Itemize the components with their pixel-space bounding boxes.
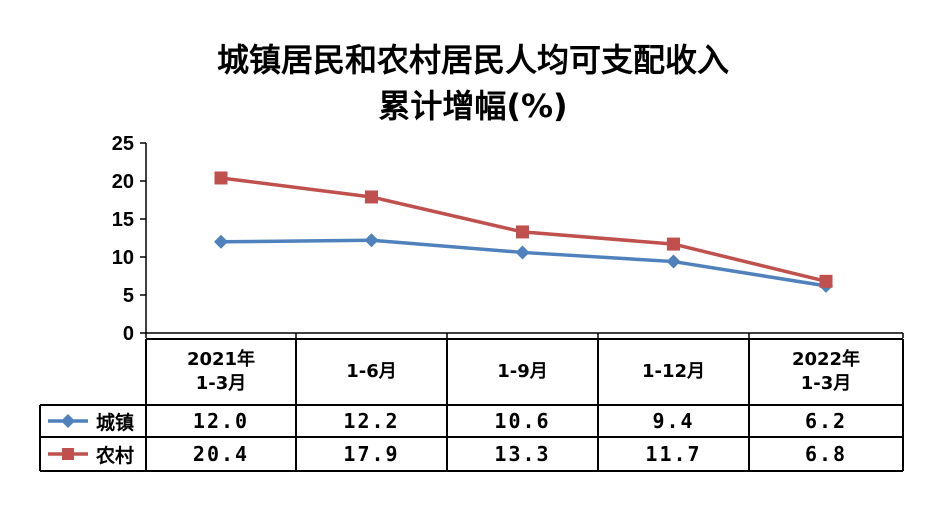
y-tick-label: 20 bbox=[112, 171, 134, 193]
category-label: 2021年 1-3月 bbox=[186, 349, 256, 394]
data-label: 6.8 bbox=[804, 442, 848, 466]
category-label: 1-6月 bbox=[346, 361, 397, 382]
y-tick-label: 0 bbox=[123, 323, 134, 345]
y-tick-label: 15 bbox=[112, 209, 134, 231]
data-point-marker bbox=[214, 234, 228, 249]
data-label: 6.2 bbox=[804, 409, 848, 433]
legend-swatch bbox=[48, 448, 88, 460]
category-label: 1-9月 bbox=[497, 361, 548, 382]
category-label: 2022年 1-3月 bbox=[791, 349, 861, 394]
legend-swatch bbox=[48, 414, 88, 428]
y-tick-label: 10 bbox=[112, 247, 134, 269]
data-point-marker bbox=[667, 237, 680, 251]
y-tick-label: 5 bbox=[123, 285, 134, 307]
data-label: 9.4 bbox=[652, 409, 695, 433]
category-label: 1-12月 bbox=[641, 361, 706, 382]
data-point-marker bbox=[666, 254, 681, 269]
data-label: 12.0 bbox=[192, 409, 250, 433]
data-point-marker bbox=[214, 171, 228, 185]
data-point-marker bbox=[515, 245, 530, 260]
data-label: 20.4 bbox=[192, 442, 250, 466]
chart-title-line1: 城镇居民和农村居民人均可支配收入 bbox=[216, 41, 729, 79]
legend-entry: 农村 bbox=[40, 437, 146, 471]
data-point-marker bbox=[516, 225, 529, 239]
chart-title-line2: 累计增幅(%) bbox=[378, 87, 568, 125]
data-point-marker bbox=[364, 233, 379, 248]
data-label: 13.3 bbox=[494, 442, 551, 466]
y-tick-label: 25 bbox=[112, 133, 134, 155]
data-label: 11.7 bbox=[645, 442, 702, 466]
data-point-marker bbox=[819, 274, 833, 288]
data-label: 12.2 bbox=[343, 409, 400, 433]
data-label: 10.6 bbox=[494, 409, 551, 433]
data-label: 17.9 bbox=[343, 442, 400, 466]
data-point-marker bbox=[365, 190, 378, 204]
legend-label: 城镇 bbox=[96, 411, 135, 434]
legend-label: 农村 bbox=[96, 444, 135, 467]
legend-entry: 城镇 bbox=[40, 405, 146, 437]
